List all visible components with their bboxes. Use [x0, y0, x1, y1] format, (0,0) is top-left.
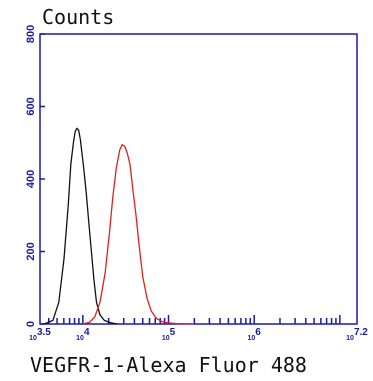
y-axis-ticks: 0 200 400 600 800 — [25, 25, 45, 327]
x-tick-label: 105 — [162, 327, 176, 342]
x-tick-label: 103.5 — [29, 327, 51, 342]
x-tick-exponent: 5 — [170, 327, 176, 338]
x-tick-base: 10 — [248, 335, 256, 342]
series-line-1 — [44, 127, 118, 325]
x-tick-label: 107.2 — [346, 327, 368, 342]
chart-title: Counts — [42, 5, 114, 29]
x-tick-exponent: 6 — [255, 327, 261, 338]
y-tick-label: 800 — [25, 25, 37, 43]
x-tick-label: 104 — [76, 327, 90, 342]
x-tick-base: 10 — [162, 335, 170, 342]
plot-frame — [39, 33, 358, 325]
series-layer — [44, 127, 195, 325]
x-tick-base: 10 — [29, 335, 37, 342]
x-tick-exponent: 7.2 — [354, 327, 368, 338]
x-tick-base: 10 — [346, 335, 354, 342]
x-tick-label: 106 — [248, 327, 262, 342]
x-tick-exponent: 4 — [84, 327, 90, 338]
y-tick-label: 200 — [25, 242, 37, 260]
y-tick-label: 400 — [25, 170, 37, 188]
y-tick-label: 0 — [25, 321, 37, 327]
x-tick-exponent: 3.5 — [37, 327, 51, 338]
x-axis-label: VEGFR-1-Alexa Fluor 488 — [30, 353, 307, 377]
x-tick-base: 10 — [76, 335, 84, 342]
series-line-2 — [82, 143, 195, 325]
y-tick-label: 600 — [25, 97, 37, 115]
